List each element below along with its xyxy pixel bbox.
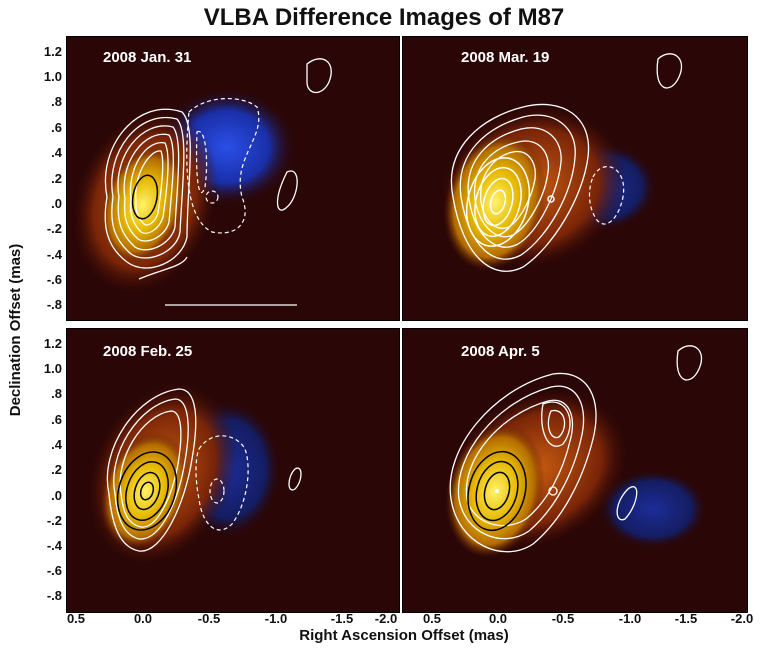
x-tick: 0.5: [422, 611, 442, 626]
y-tick: 1.0: [43, 361, 62, 376]
x-tick: -2.0: [374, 611, 398, 626]
figure-title: VLBA Difference Images of M87: [203, 4, 565, 31]
y-tick: -.6: [46, 563, 62, 578]
panel-mar19: 2008 Mar. 19: [402, 36, 748, 321]
y-tick: .2: [51, 462, 62, 477]
y-tick: .6: [51, 120, 62, 135]
y-tick: -.4: [46, 247, 62, 262]
x-tick: 0.5: [66, 611, 86, 626]
panel-label: 2008 Jan. 31: [103, 49, 192, 66]
y-tick: -.6: [46, 272, 62, 287]
y-tick: .0: [51, 488, 62, 503]
x-tick: -1.0: [264, 611, 288, 626]
image-feb25: [67, 329, 399, 612]
x-tick: -0.5: [551, 611, 575, 626]
y-tick: .0: [51, 196, 62, 211]
x-tick: -0.5: [197, 611, 221, 626]
y-tick: .6: [51, 412, 62, 427]
y-tick: 1.2: [43, 336, 62, 351]
x-tick: 0.0: [133, 611, 153, 626]
y-tick: -.8: [46, 588, 62, 603]
x-axis-label: Right Ascension Offset (mas): [299, 627, 509, 644]
image-apr5: [403, 329, 747, 612]
panel-jan31: 2008 Jan. 31: [66, 36, 400, 321]
panel-feb25: 2008 Feb. 25: [66, 328, 400, 613]
y-tick: -.2: [46, 513, 62, 528]
panel-apr5: 2008 Apr. 5: [402, 328, 748, 613]
x-tick: -1.0: [618, 611, 642, 626]
y-tick: .8: [51, 386, 62, 401]
panel-label: 2008 Feb. 25: [103, 343, 193, 360]
y-tick: -.4: [46, 538, 62, 553]
x-tick: -2.0: [730, 611, 754, 626]
image-jan31: [67, 37, 399, 320]
x-tick: 0.0: [488, 611, 508, 626]
y-tick: 1.2: [43, 44, 62, 59]
y-tick: -.8: [46, 297, 62, 312]
x-tick: -1.5: [330, 611, 354, 626]
panel-label: 2008 Apr. 5: [461, 343, 540, 360]
y-tick: .4: [51, 145, 62, 160]
y-axis-label: Declination Offset (mas): [7, 243, 24, 417]
panel-label: 2008 Mar. 19: [461, 49, 550, 66]
image-mar19: [403, 37, 747, 320]
y-tick: .4: [51, 437, 62, 452]
x-tick: -1.5: [674, 611, 698, 626]
y-tick: 1.0: [43, 69, 62, 84]
y-tick: .2: [51, 171, 62, 186]
y-tick: .8: [51, 94, 62, 109]
y-tick: -.2: [46, 221, 62, 236]
